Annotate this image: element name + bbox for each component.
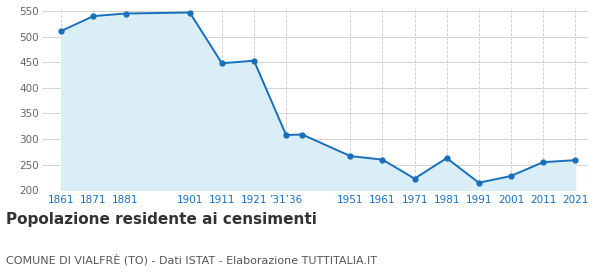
Text: Popolazione residente ai censimenti: Popolazione residente ai censimenti xyxy=(6,212,317,227)
Text: COMUNE DI VIALFRÈ (TO) - Dati ISTAT - Elaborazione TUTTITALIA.IT: COMUNE DI VIALFRÈ (TO) - Dati ISTAT - El… xyxy=(6,254,377,265)
